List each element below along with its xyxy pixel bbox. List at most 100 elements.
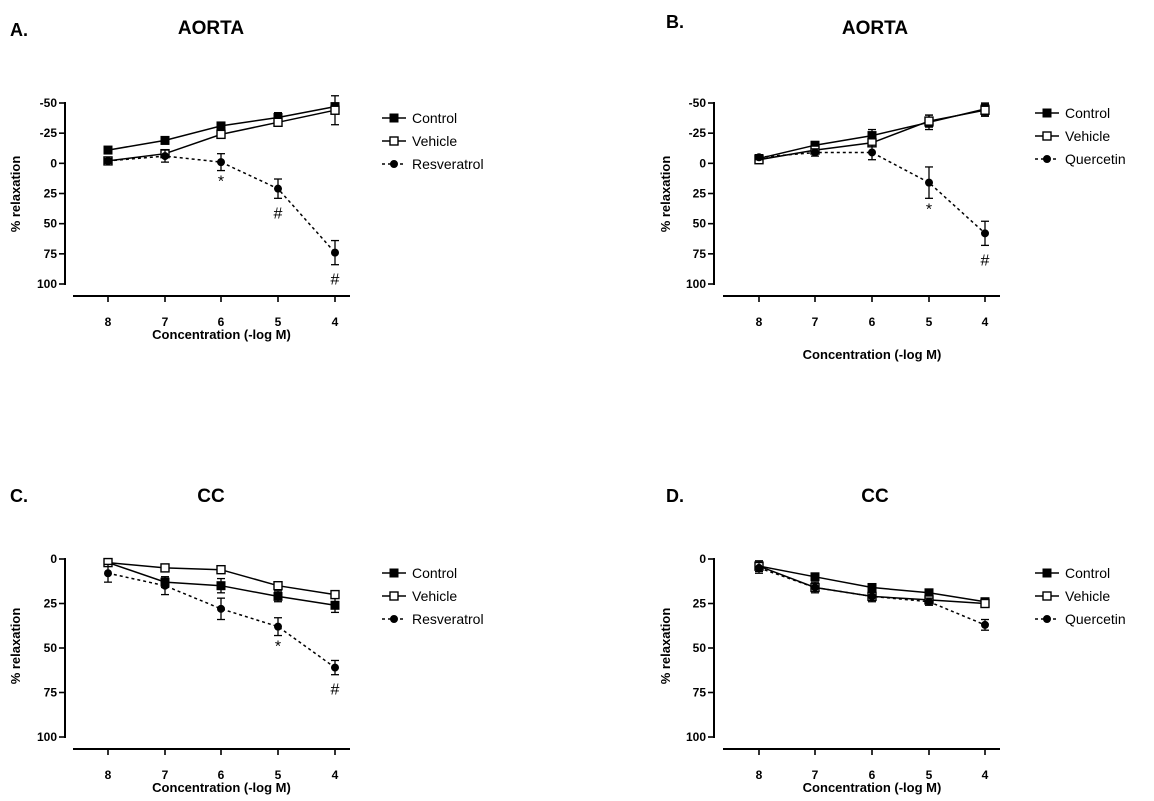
x-tick-label: 6 [218,315,225,329]
data-point-marker [981,620,989,629]
data-point-marker [867,582,877,592]
data-point-marker [161,581,169,590]
chart-title: AORTA [842,18,908,39]
data-point-marker [274,622,282,631]
legend-marker [389,591,399,601]
significance-mark: # [331,682,340,699]
x-tick-label: 4 [332,768,339,782]
data-point-marker [273,591,283,601]
data-point-marker [980,105,990,115]
x-tick-label: 5 [926,768,933,782]
legend-entry: Quercetin [1035,611,1126,627]
panel-b: B. AORTA -50 -25 0 25 50 75 100 % relaxation 8 7 6 5 4… [658,12,1126,362]
legend-marker [1042,108,1052,118]
legend-label: Quercetin [1065,611,1126,627]
legend-marker [1042,131,1052,141]
x-tick-label: 5 [275,315,282,329]
legend-label: Control [412,565,457,581]
data-point-marker [161,152,169,161]
y-tick-label: 50 [693,641,707,655]
data-point-marker [160,135,170,145]
significance-mark: * [275,639,281,656]
data-point-marker [216,564,226,575]
data-point-marker [273,117,283,128]
y-axis-label: % relaxation [8,608,23,685]
y-tick-label: -25 [40,126,58,140]
significance-mark: * [926,201,932,218]
legend-marker [1042,568,1052,578]
y-tick-label: 0 [50,552,57,566]
x-tick-label: 6 [869,315,876,329]
data-point-marker [811,583,819,592]
data-point-marker [104,156,112,165]
series-line [758,151,986,234]
x-axis-label: Concentration (-log M) [803,347,942,362]
y-tick-label: -50 [40,96,58,110]
panel-label: C. [10,486,28,506]
y-tick-label: 75 [693,686,707,700]
y-tick-label: 25 [693,597,707,611]
legend-entry: Control [382,565,457,581]
panel-label: D. [666,486,684,506]
data-point-marker [274,184,282,193]
x-axis-label: Concentration (-log M) [152,780,291,795]
x-tick-label: 6 [218,768,225,782]
data-point-marker [216,121,226,131]
panel-d: D. CC 0 25 50 75 100 % relaxation 8 7 6 5 4 Concentra… [658,486,1126,795]
chart-title: CC [197,486,225,507]
y-tick-label: 50 [693,217,707,231]
significance-mark: # [274,205,283,222]
data-point-marker [925,178,933,187]
series-line [107,572,336,669]
legend-entry: Vehicle [1035,128,1110,144]
legend-label: Control [1065,105,1110,121]
x-tick-label: 6 [869,768,876,782]
y-tick-label: -50 [689,96,707,110]
legend-marker [390,615,398,623]
chart-title: AORTA [178,18,244,39]
legend-entry: Quercetin [1035,151,1126,167]
legend-label: Vehicle [1065,588,1110,604]
series-line [758,567,986,626]
data-point-marker [755,153,763,162]
y-axis-label: % relaxation [658,156,673,233]
y-tick-label: 50 [44,641,58,655]
legend-label: Quercetin [1065,151,1126,167]
y-tick-label: 0 [699,156,706,170]
legend-entry: Vehicle [382,133,457,149]
chart-title: CC [861,486,889,507]
y-tick-label: 0 [50,156,57,170]
data-point-marker [330,600,340,610]
data-point-marker [160,563,170,573]
x-axis-label: Concentration (-log M) [803,780,942,795]
data-point-marker [331,663,339,672]
y-tick-label: 100 [686,277,706,291]
legend-entry: Resveratrol [382,611,484,627]
legend-marker [389,568,399,578]
legend-label: Control [1065,565,1110,581]
y-tick-label: 75 [44,247,58,261]
data-point-marker [330,589,340,600]
y-tick-label: 50 [44,217,58,231]
data-point-marker [925,597,933,606]
legend-marker [389,113,399,123]
data-point-marker [217,604,225,613]
data-point-marker [104,569,112,578]
panel-a: A. AORTA -50 -25 0 25 50 75 100 % relaxation 8 7 6 5 4… [8,18,484,342]
x-tick-label: 4 [982,315,989,329]
y-tick-label: 100 [37,730,57,744]
data-point-marker [331,248,339,257]
x-axis-label: Concentration (-log M) [152,327,291,342]
y-tick-label: 100 [37,277,57,291]
y-tick-label: 25 [44,597,58,611]
x-tick-label: 7 [812,768,819,782]
panel-label: B. [666,12,684,32]
legend-marker [1042,591,1052,601]
legend-entry: Resveratrol [382,156,484,172]
series-quercetin [755,144,989,247]
data-point-marker [868,148,876,157]
data-point-marker [981,229,989,238]
significance-mark: * [218,174,224,191]
panel-label: A. [10,20,28,40]
